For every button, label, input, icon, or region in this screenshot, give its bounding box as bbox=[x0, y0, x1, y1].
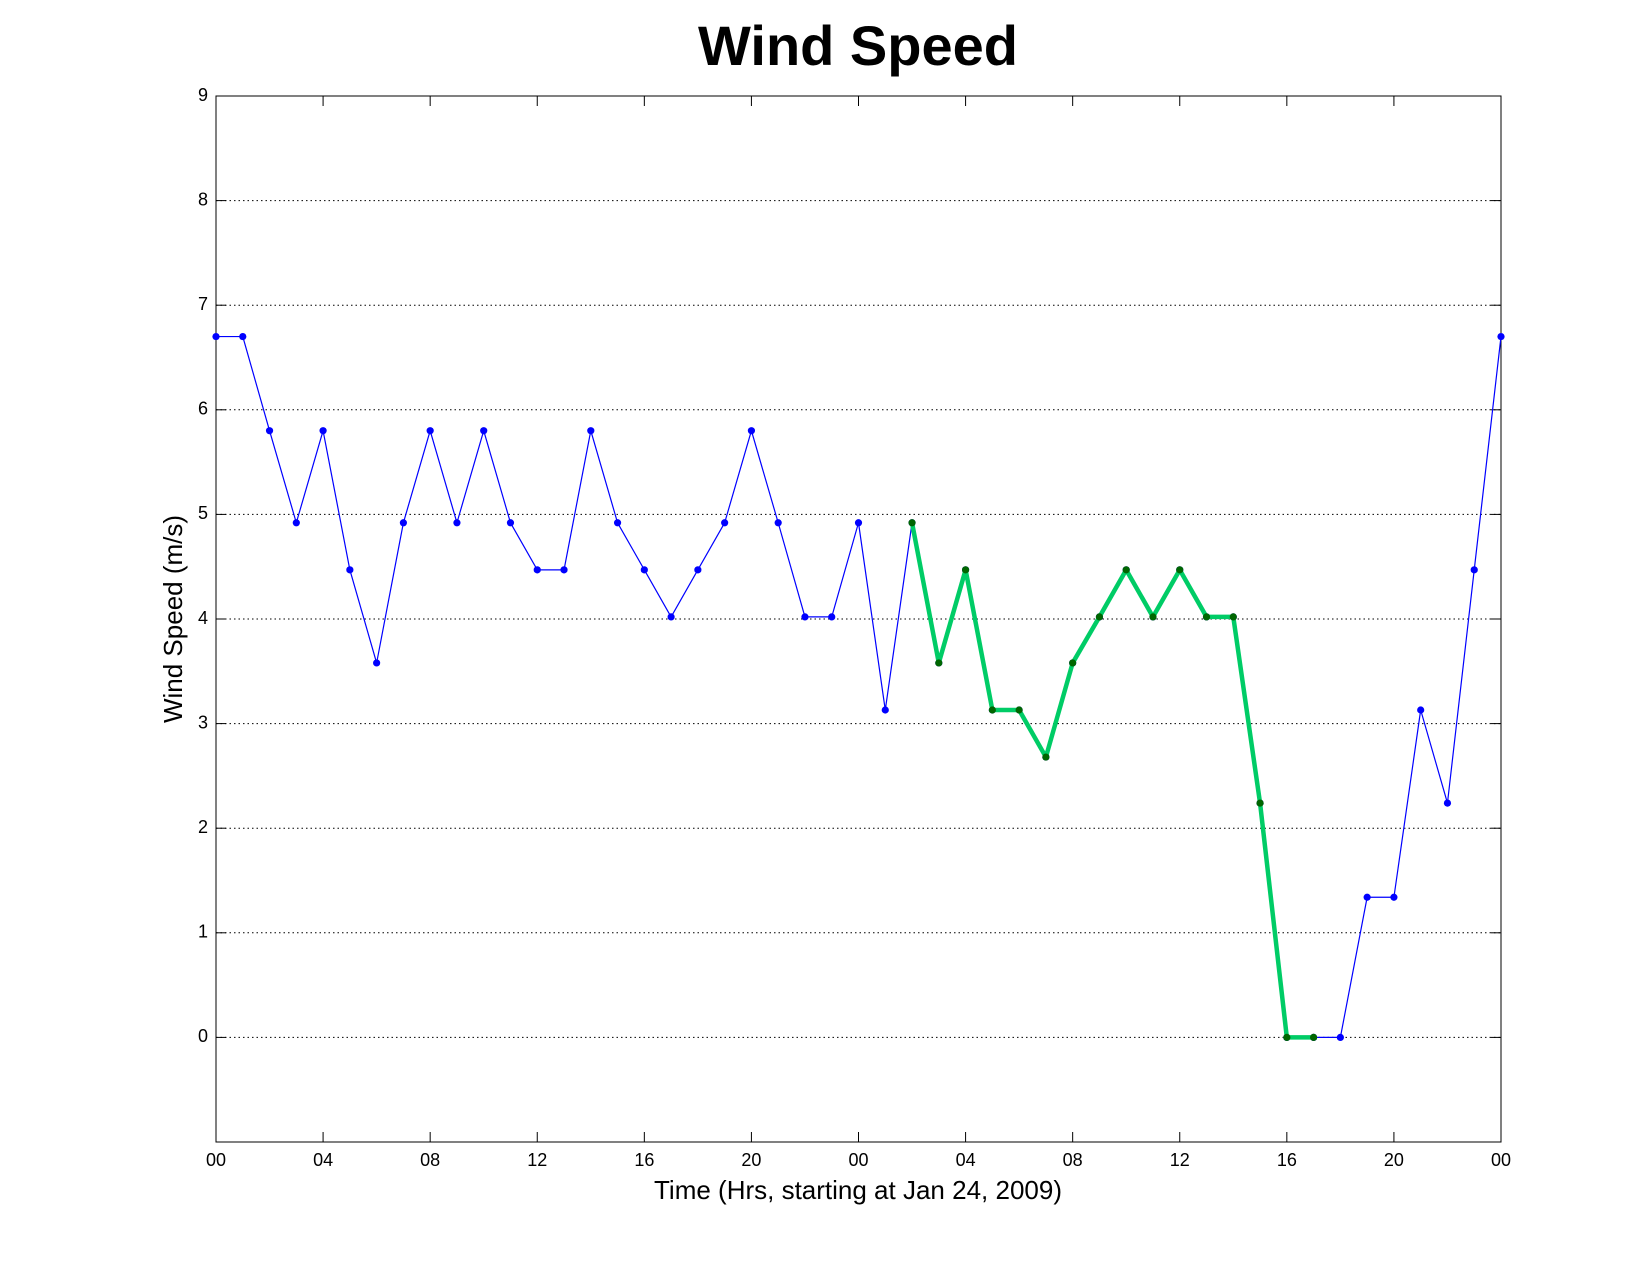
data-point bbox=[640, 566, 648, 574]
x-tick-label: 12 bbox=[527, 1150, 547, 1170]
data-point bbox=[319, 427, 327, 435]
y-tick-label: 1 bbox=[198, 922, 208, 942]
data-point bbox=[613, 519, 622, 527]
plot-frame bbox=[215, 95, 1502, 1143]
data-point bbox=[1015, 706, 1023, 714]
data-point bbox=[667, 613, 675, 621]
x-tick-label: 16 bbox=[634, 1150, 654, 1170]
y-tick-label: 4 bbox=[198, 608, 208, 628]
data-point bbox=[426, 427, 434, 435]
data-point bbox=[239, 332, 247, 341]
data-point bbox=[1497, 332, 1505, 341]
data-point bbox=[881, 706, 889, 714]
x-tick-label: 04 bbox=[313, 1150, 333, 1170]
data-point bbox=[1283, 1033, 1291, 1041]
data-point bbox=[961, 566, 970, 574]
data-point bbox=[1149, 613, 1157, 621]
data-point bbox=[346, 566, 354, 574]
x-tick-label: 16 bbox=[1277, 1150, 1297, 1170]
y-tick-label: 7 bbox=[198, 294, 208, 314]
data-point bbox=[265, 427, 274, 435]
data-point bbox=[1069, 659, 1077, 667]
y-tick-label: 6 bbox=[198, 399, 208, 419]
data-point bbox=[587, 427, 595, 435]
y-tick-label: 0 bbox=[198, 1026, 208, 1046]
y-tick-label: 9 bbox=[198, 85, 208, 105]
data-point bbox=[212, 332, 220, 341]
data-point bbox=[1042, 753, 1050, 761]
x-tick-label: 00 bbox=[206, 1150, 226, 1170]
data-point bbox=[560, 566, 568, 574]
y-tick-label: 3 bbox=[198, 712, 208, 732]
x-axis-label: Time (Hrs, starting at Jan 24, 2009) bbox=[654, 1175, 1062, 1205]
data-point bbox=[1336, 1033, 1344, 1041]
data-point bbox=[399, 519, 407, 527]
data-point bbox=[292, 519, 300, 527]
data-point bbox=[1256, 799, 1264, 807]
data-point bbox=[1229, 613, 1237, 621]
x-tick-label: 20 bbox=[1384, 1150, 1404, 1170]
data-point bbox=[1310, 1033, 1318, 1041]
data-point bbox=[1176, 566, 1184, 574]
x-tick-label: 04 bbox=[956, 1150, 976, 1170]
data-point bbox=[453, 519, 461, 527]
data-point bbox=[1122, 566, 1130, 574]
data-point bbox=[988, 706, 996, 714]
data-point bbox=[694, 566, 702, 574]
data-point bbox=[828, 613, 836, 621]
data-point bbox=[908, 519, 916, 527]
data-point bbox=[801, 613, 809, 621]
y-tick-label: 8 bbox=[198, 189, 208, 209]
data-point bbox=[1363, 893, 1371, 901]
data-point bbox=[721, 519, 729, 527]
y-tick-label: 2 bbox=[198, 817, 208, 837]
data-point bbox=[480, 427, 488, 435]
chart-title: Wind Speed bbox=[698, 14, 1018, 77]
data-point bbox=[506, 519, 515, 527]
y-axis-label: Wind Speed (m/s) bbox=[158, 515, 188, 723]
plot-area bbox=[216, 96, 1501, 1142]
x-tick-label: 00 bbox=[848, 1150, 868, 1170]
data-point bbox=[1202, 613, 1211, 621]
x-tick-label: 12 bbox=[1170, 1150, 1190, 1170]
data-point bbox=[1417, 706, 1425, 714]
y-tick-label: 5 bbox=[198, 503, 208, 523]
data-point bbox=[1095, 613, 1104, 621]
data-point bbox=[747, 427, 756, 435]
data-point bbox=[854, 519, 863, 527]
series-line bbox=[909, 522, 1314, 1040]
x-tick-label: 00 bbox=[1491, 1150, 1511, 1170]
data-point bbox=[774, 519, 782, 527]
x-tick-label: 08 bbox=[420, 1150, 440, 1170]
data-point bbox=[373, 659, 381, 667]
data-point bbox=[1443, 799, 1452, 807]
data-point bbox=[533, 566, 541, 574]
x-tick-label: 20 bbox=[741, 1150, 761, 1170]
data-point bbox=[1390, 893, 1398, 901]
data-point bbox=[935, 659, 943, 667]
data-point bbox=[1470, 566, 1478, 574]
x-tick-label: 08 bbox=[1063, 1150, 1083, 1170]
